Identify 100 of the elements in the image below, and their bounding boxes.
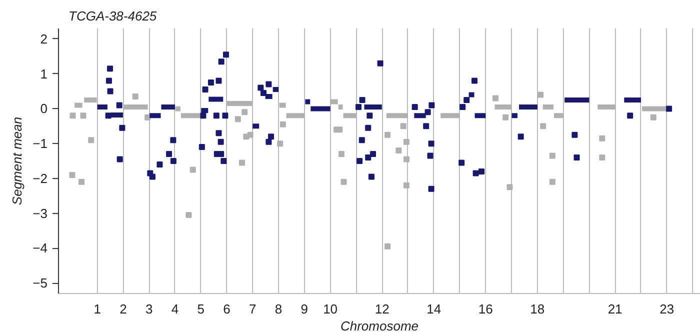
point: [208, 80, 214, 86]
point: [216, 130, 222, 136]
y-tick-label: −5: [32, 276, 48, 291]
point: [423, 123, 430, 130]
point: [365, 154, 372, 161]
point: [356, 158, 363, 164]
x-tick-label: 16: [478, 302, 493, 316]
x-tick-label: 7: [249, 302, 256, 316]
point: [78, 178, 85, 185]
chart-title: TCGA-38-4625: [68, 8, 158, 24]
point: [218, 138, 224, 145]
point: [166, 151, 172, 158]
x-tick-label: 8: [274, 302, 282, 316]
x-tick-label: 23: [660, 302, 674, 316]
point: [242, 109, 248, 116]
point: [80, 112, 86, 119]
point: [106, 78, 112, 84]
point: [403, 138, 410, 145]
point: [365, 124, 372, 131]
point: [277, 140, 284, 147]
point: [107, 88, 114, 94]
point: [266, 81, 272, 88]
point: [144, 114, 151, 120]
point: [116, 156, 123, 162]
point: [200, 112, 206, 119]
x-tick-label: 10: [323, 302, 338, 316]
point: [132, 93, 138, 100]
point: [403, 156, 410, 162]
x-axis-title: Chromosome: [340, 318, 419, 334]
point: [384, 132, 391, 138]
point: [502, 114, 509, 120]
point: [549, 178, 556, 185]
point: [247, 132, 254, 138]
point: [198, 144, 205, 150]
point: [202, 86, 208, 93]
point: [359, 96, 366, 103]
x-tick-label: 9: [300, 302, 308, 316]
point: [266, 138, 272, 145]
point: [377, 60, 384, 66]
x-tick-label: 1: [94, 302, 101, 316]
x-tick-label: 12: [374, 302, 390, 316]
point: [170, 137, 176, 144]
point: [213, 112, 220, 119]
x-tick-label: 2: [120, 302, 127, 316]
point: [216, 78, 222, 84]
point: [666, 106, 672, 112]
point: [170, 158, 176, 164]
point: [370, 151, 376, 158]
point: [107, 66, 114, 72]
point: [599, 135, 606, 142]
point: [428, 102, 435, 108]
point: [428, 186, 434, 192]
y-tick-label: 1: [40, 66, 48, 82]
point: [650, 114, 656, 120]
point: [268, 134, 274, 140]
y-tick-label: −2: [32, 170, 48, 186]
point: [222, 112, 228, 119]
point: [412, 104, 418, 110]
y-axis-title: Segment mean: [10, 116, 25, 206]
point: [460, 104, 466, 110]
point: [627, 112, 634, 119]
point: [464, 96, 470, 103]
point: [239, 160, 246, 166]
point: [340, 178, 347, 185]
x-tick-label: 4: [171, 302, 179, 316]
point: [572, 132, 578, 138]
y-tick-label: −3: [32, 206, 48, 221]
x-tick-label: 14: [426, 302, 442, 316]
y-tick-label: 0: [40, 101, 48, 116]
point: [105, 112, 112, 119]
point: [472, 170, 479, 176]
point: [396, 148, 402, 154]
point: [218, 58, 224, 65]
point: [222, 52, 229, 58]
point: [116, 102, 122, 108]
point: [478, 168, 484, 174]
point: [366, 112, 373, 119]
point: [190, 166, 196, 173]
point: [336, 126, 343, 133]
x-tick-label: 3: [145, 302, 153, 316]
x-tick-label: 6: [223, 302, 230, 316]
point: [472, 78, 478, 84]
point: [549, 152, 556, 159]
point: [356, 104, 362, 110]
point: [518, 134, 524, 140]
point: [368, 174, 374, 180]
point: [403, 182, 410, 188]
point: [428, 140, 434, 147]
point: [119, 124, 126, 131]
x-tick-label: 18: [530, 302, 545, 316]
point: [458, 160, 465, 166]
point: [338, 151, 344, 158]
y-tick-label: −4: [32, 240, 48, 256]
point: [358, 137, 365, 144]
point: [88, 137, 94, 144]
point: [234, 116, 241, 122]
point: [280, 121, 286, 128]
point: [427, 152, 434, 159]
x-tick-label: 21: [608, 302, 622, 316]
y-tick-label: 2: [40, 31, 48, 46]
